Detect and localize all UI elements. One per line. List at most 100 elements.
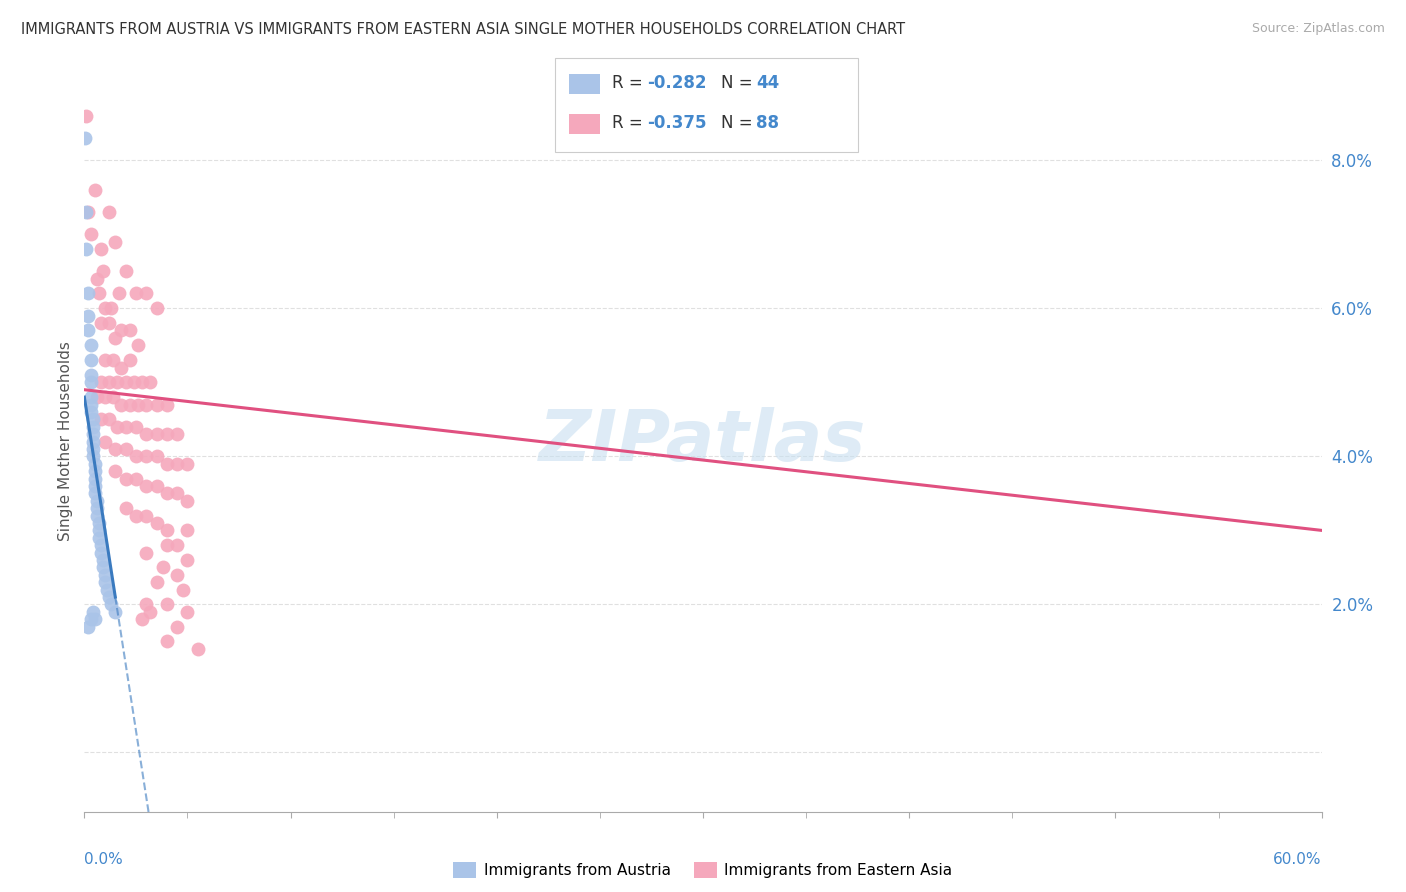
Point <box>94 567 117 582</box>
Point <box>104 331 127 345</box>
Point <box>83 183 105 197</box>
Point <box>152 560 174 574</box>
Text: -0.282: -0.282 <box>647 74 706 92</box>
Text: N =: N = <box>721 114 758 132</box>
Point <box>145 450 167 464</box>
Point <box>125 286 148 301</box>
Point <box>77 309 100 323</box>
Point <box>166 567 188 582</box>
Point <box>100 301 122 316</box>
Point <box>91 553 114 567</box>
Point <box>131 376 153 390</box>
Point <box>83 464 105 478</box>
Point <box>166 457 188 471</box>
Point <box>100 598 122 612</box>
Point <box>110 360 132 375</box>
Point <box>91 264 114 278</box>
Point <box>114 419 136 434</box>
Point <box>86 493 108 508</box>
Point <box>176 553 198 567</box>
Point <box>79 227 101 242</box>
Point <box>110 398 132 412</box>
Point <box>87 286 110 301</box>
Point <box>94 575 117 590</box>
Point <box>82 434 104 449</box>
Point <box>75 205 97 219</box>
Point <box>187 641 209 656</box>
Point <box>82 427 104 442</box>
Point <box>83 457 105 471</box>
Point <box>83 612 105 626</box>
Point <box>77 619 100 633</box>
Point <box>139 605 162 619</box>
Point <box>90 412 112 426</box>
Point <box>135 479 157 493</box>
Point <box>135 398 157 412</box>
Point <box>79 353 101 368</box>
Point <box>156 634 179 648</box>
Point <box>127 398 149 412</box>
Point <box>82 412 104 426</box>
Point <box>82 450 104 464</box>
Point <box>104 442 127 456</box>
Text: R =: R = <box>612 114 648 132</box>
Point <box>176 493 198 508</box>
Point <box>122 376 145 390</box>
Point <box>77 286 100 301</box>
Point <box>87 516 110 530</box>
Point <box>87 524 110 538</box>
Point <box>145 479 167 493</box>
Point <box>145 516 167 530</box>
Point <box>90 546 112 560</box>
Point <box>105 419 128 434</box>
Y-axis label: Single Mother Households: Single Mother Households <box>58 342 73 541</box>
Point <box>98 412 121 426</box>
Point <box>94 434 117 449</box>
Point <box>114 501 136 516</box>
Point <box>156 398 179 412</box>
Point <box>125 508 148 523</box>
Point <box>79 390 101 404</box>
Point <box>114 442 136 456</box>
Point <box>135 450 157 464</box>
Text: N =: N = <box>721 74 758 92</box>
Point <box>98 590 121 604</box>
Point <box>86 508 108 523</box>
Point <box>145 575 167 590</box>
Point <box>156 538 179 552</box>
Text: Source: ZipAtlas.com: Source: ZipAtlas.com <box>1251 22 1385 36</box>
Point <box>79 376 101 390</box>
Point <box>90 316 112 330</box>
Text: 60.0%: 60.0% <box>1274 853 1322 867</box>
Text: 44: 44 <box>756 74 780 92</box>
Point <box>135 286 157 301</box>
Point <box>114 376 136 390</box>
Point <box>90 376 112 390</box>
Point <box>118 353 141 368</box>
Point <box>176 605 198 619</box>
Point <box>90 242 112 256</box>
Point <box>82 442 104 456</box>
Point <box>127 338 149 352</box>
Point <box>135 546 157 560</box>
Point <box>176 457 198 471</box>
Point <box>79 612 101 626</box>
Point <box>110 324 132 338</box>
Point <box>75 131 97 145</box>
Point <box>98 316 121 330</box>
Point <box>86 271 108 285</box>
Point <box>82 419 104 434</box>
Point <box>114 264 136 278</box>
Point <box>114 471 136 485</box>
Point <box>79 338 101 352</box>
Point <box>98 376 121 390</box>
Text: R =: R = <box>612 74 648 92</box>
Point <box>103 390 125 404</box>
Text: -0.375: -0.375 <box>647 114 706 132</box>
Point <box>86 390 108 404</box>
Point <box>166 427 188 442</box>
Point <box>118 398 141 412</box>
Point <box>103 353 125 368</box>
Point <box>94 390 117 404</box>
Point <box>104 605 127 619</box>
